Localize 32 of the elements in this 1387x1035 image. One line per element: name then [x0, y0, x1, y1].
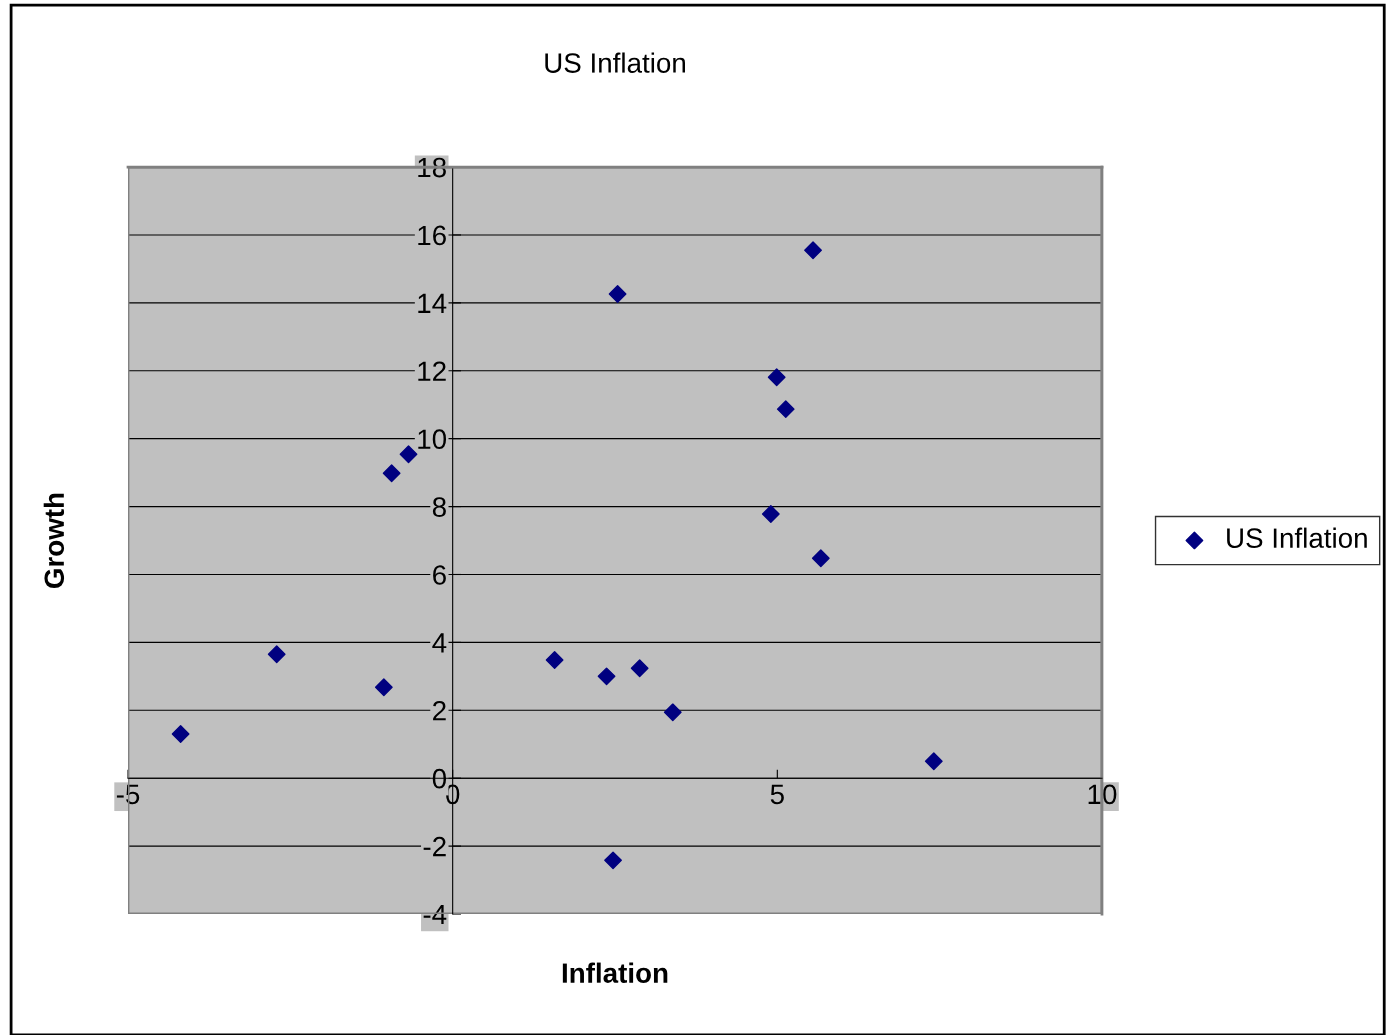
point: [804, 241, 822, 260]
point: [545, 651, 564, 669]
point: [924, 752, 943, 771]
point: [608, 285, 627, 303]
y-tick-label: 14: [418, 293, 447, 313]
y-tick-label: 6: [433, 565, 446, 585]
point: [761, 505, 780, 523]
y-tick-label: 4: [432, 633, 447, 653]
y-axis-title: Growth: [43, 493, 65, 588]
point: [630, 659, 649, 678]
y-tick-label: -2: [423, 836, 446, 857]
point: [767, 368, 786, 387]
point: [374, 678, 393, 697]
y-tick-label: 8: [432, 497, 446, 517]
y-tick-label: 12: [418, 361, 446, 381]
point: [597, 667, 616, 686]
x-axis-title: Inflation: [562, 962, 668, 983]
point: [267, 645, 286, 664]
point: [382, 464, 401, 483]
x-tick-label: 10: [1088, 784, 1117, 805]
x-tick-label: 5: [770, 784, 784, 805]
point: [663, 703, 682, 722]
point: [171, 725, 190, 743]
chart-title: US Inflation: [545, 52, 685, 73]
y-tick-label: 16: [418, 225, 446, 246]
point: [811, 549, 830, 568]
y-tick-label: 2: [433, 700, 446, 721]
point: [399, 445, 418, 464]
y-tick-label: 10: [418, 429, 447, 450]
point: [776, 400, 795, 419]
legend-label: US Inflation: [1227, 527, 1367, 548]
point: [604, 851, 622, 870]
